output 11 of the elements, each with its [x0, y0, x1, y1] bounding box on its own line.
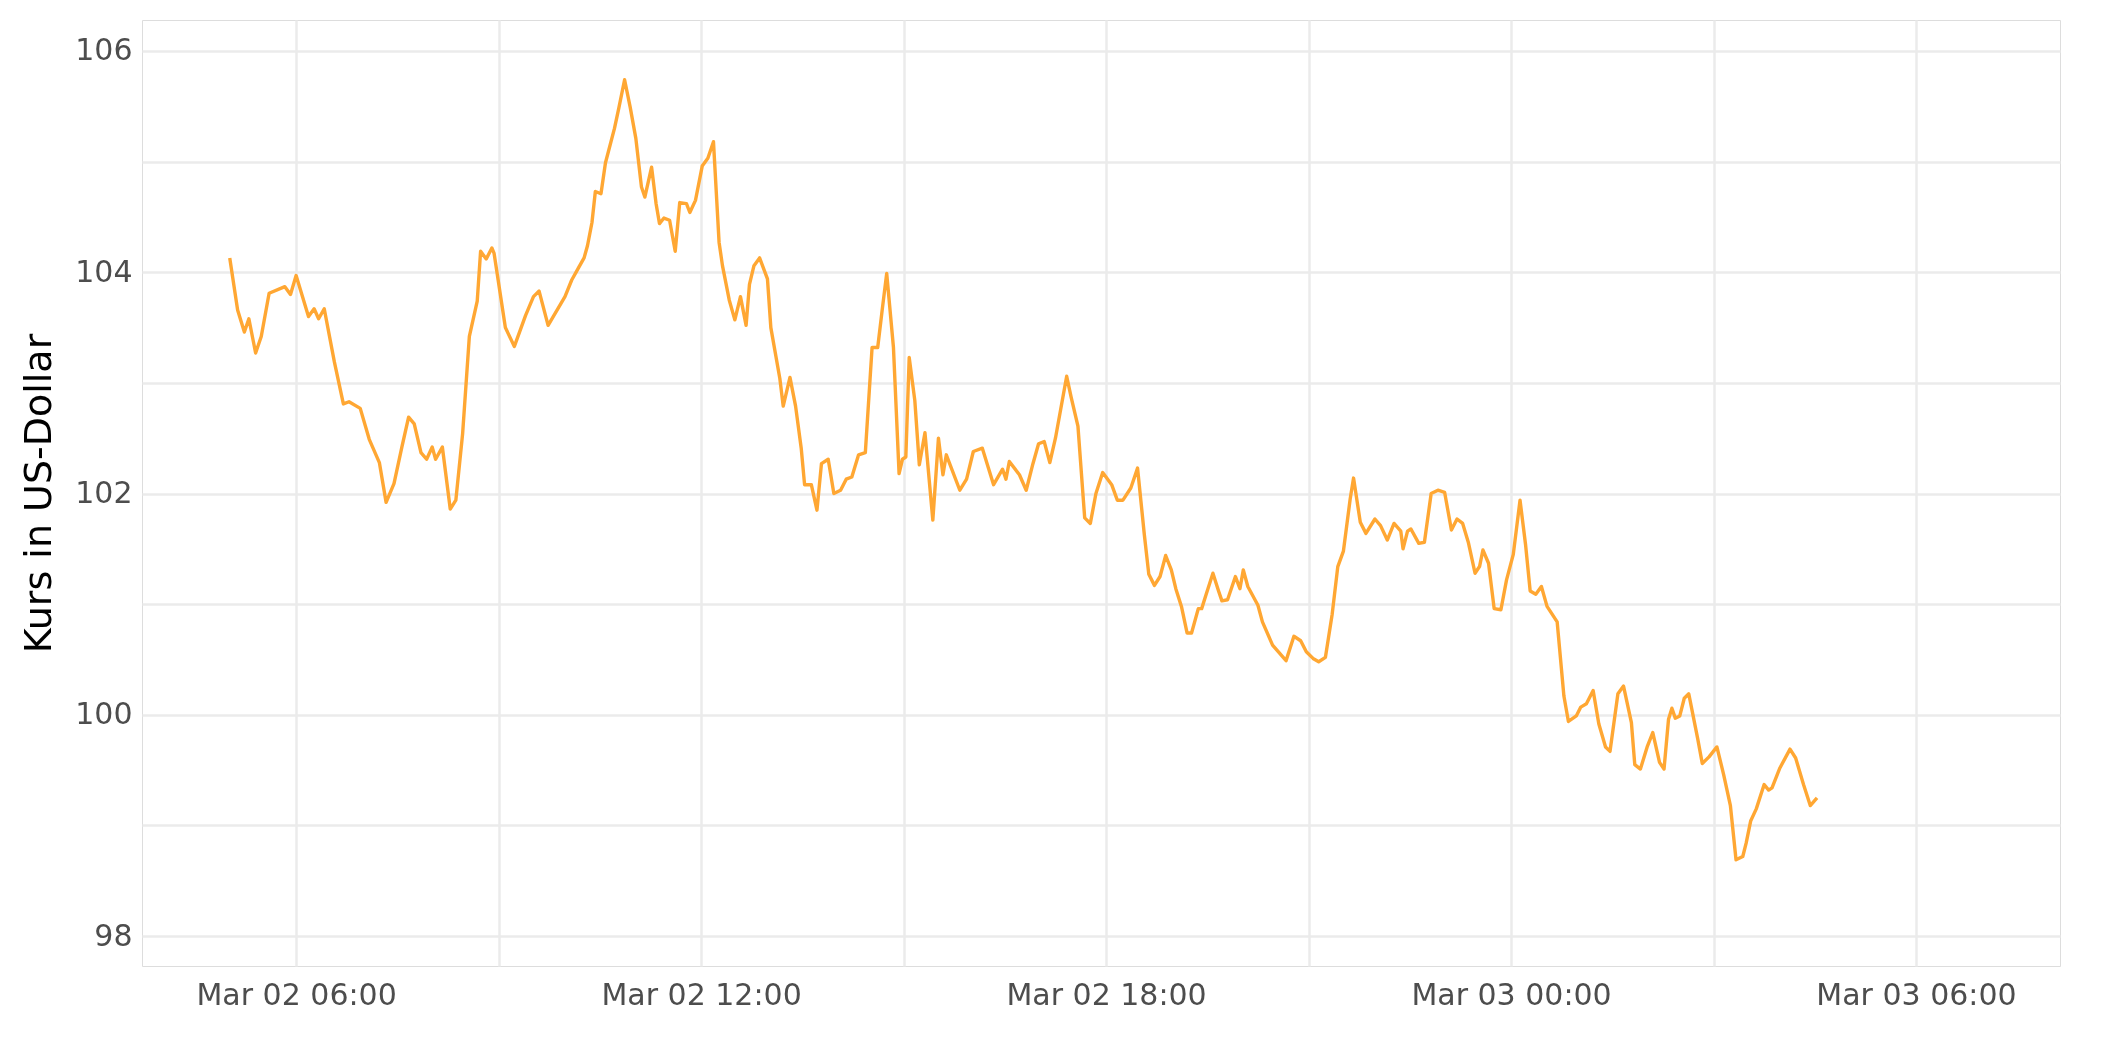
y-axis-title: Kurs in US-Dollar: [16, 333, 61, 654]
x-tick-label: Mar 02 06:00: [196, 976, 397, 1012]
y-tick-label: 98: [94, 917, 133, 953]
y-tick-label: 104: [75, 253, 133, 289]
y-tick-label: 100: [75, 696, 133, 732]
y-tick-label: 102: [75, 475, 133, 511]
x-tick-label: Mar 03 00:00: [1411, 976, 1612, 1012]
x-tick-label: Mar 02 18:00: [1006, 976, 1207, 1012]
x-tick-label: Mar 03 06:00: [1816, 976, 2017, 1012]
y-tick-label: 106: [75, 32, 133, 68]
x-tick-label: Mar 02 12:00: [601, 976, 802, 1012]
